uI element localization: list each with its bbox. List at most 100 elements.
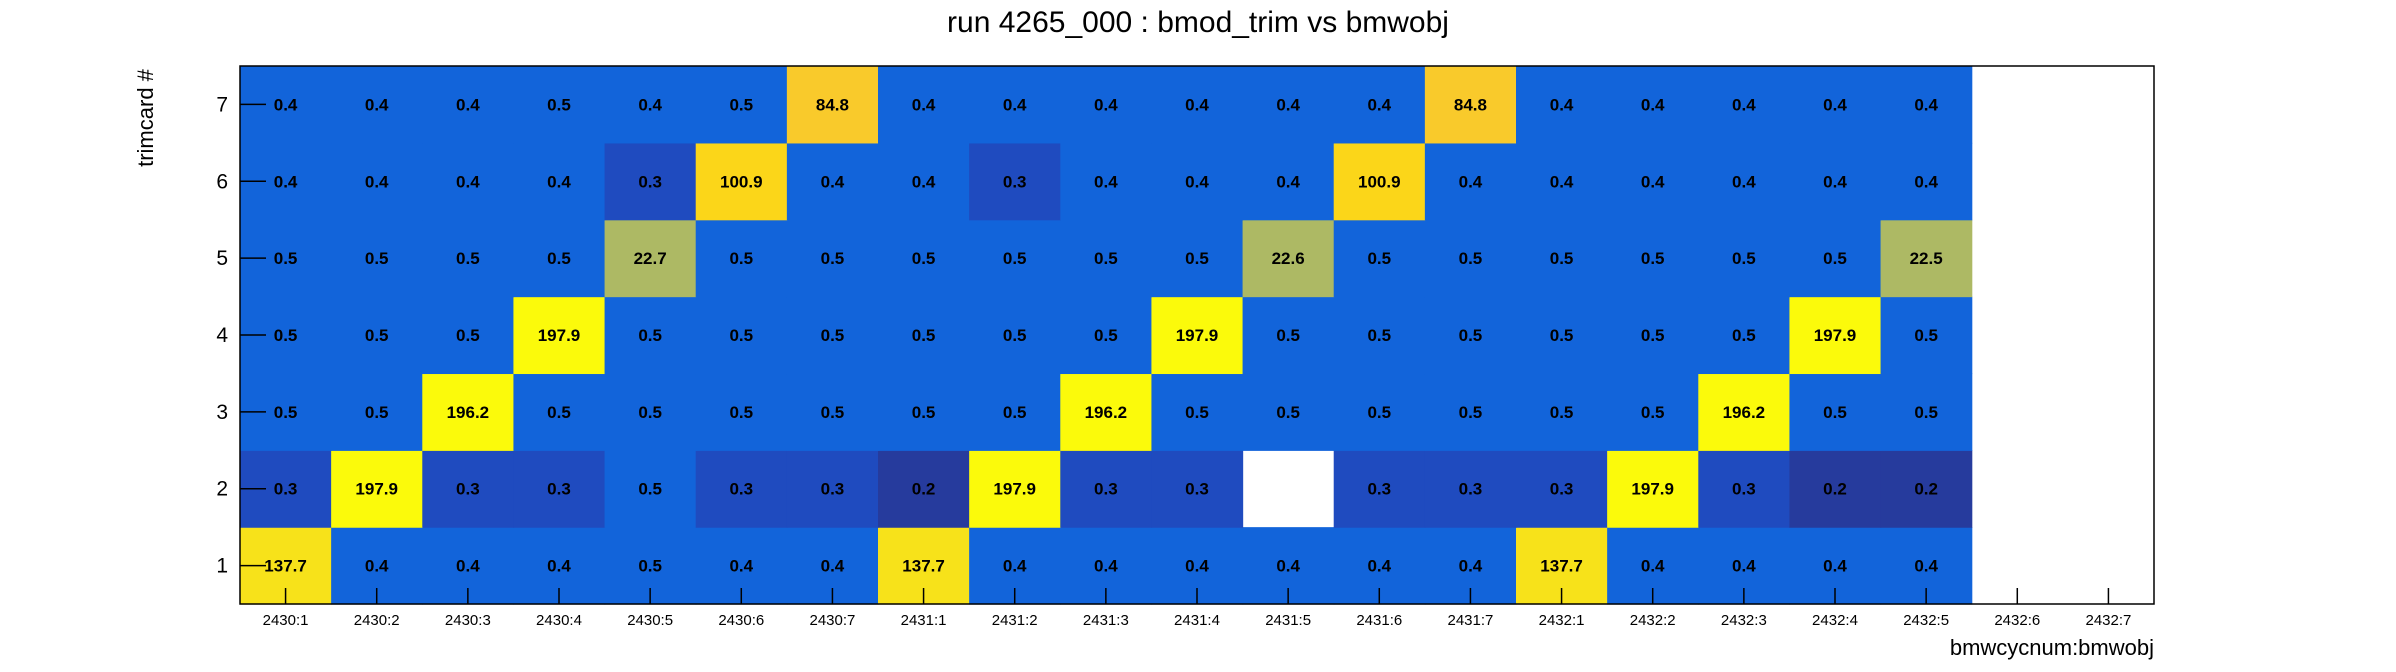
heatmap-cell	[1333, 219, 1426, 298]
cell-value-label: 0.4	[1367, 557, 1391, 576]
cell-value-label: 0.4	[1459, 557, 1483, 576]
cell-value-label: 196.2	[1085, 403, 1128, 422]
cell-value-label: 0.4	[1732, 172, 1756, 191]
heatmap-cell	[422, 373, 515, 451]
cell-value-label: 0.5	[1276, 403, 1300, 422]
cell-value-label: 0.5	[821, 403, 845, 422]
heatmap-cell	[1698, 142, 1791, 221]
cell-value-label: 0.5	[912, 403, 936, 422]
cell-value-label: 0.5	[912, 326, 936, 345]
cell-value-label: 0.5	[1641, 403, 1665, 422]
cell-value-label: 0.5	[729, 403, 753, 422]
x-tick-label: 2431:2	[992, 612, 1038, 629]
heatmap-cell	[969, 66, 1061, 144]
y-tick-label: 7	[216, 93, 228, 116]
heatmap-cell	[604, 296, 697, 375]
cell-value-label: 22.7	[634, 249, 667, 268]
cell-value-label: 0.5	[638, 480, 662, 499]
cell-value-label: 0.3	[1459, 480, 1483, 499]
heatmap-cell	[1880, 296, 1973, 375]
cell-value-label: 0.4	[1003, 557, 1027, 576]
cell-value-label: 0.4	[547, 172, 571, 191]
cell-value-label: 0.5	[1003, 249, 1027, 268]
cell-value-label: 0.4	[1732, 557, 1756, 576]
heatmap-cell	[604, 219, 697, 298]
cell-value-label: 0.5	[1550, 326, 1574, 345]
x-tick-label: 2430:6	[718, 612, 764, 629]
cell-value-label: 0.4	[912, 95, 936, 114]
cell-value-label: 0.5	[547, 95, 571, 114]
x-tick-label: 2430:7	[809, 612, 855, 629]
cell-value-label: 0.2	[1823, 480, 1847, 499]
cell-value-label: 0.4	[1094, 557, 1118, 576]
cell-value-label: 0.5	[547, 403, 571, 422]
cell-value-label: 0.5	[729, 326, 753, 345]
cell-value-label: 0.4	[729, 557, 753, 576]
cell-value-label: 0.4	[365, 95, 389, 114]
heatmap-cell	[878, 66, 970, 144]
cell-value-label: 0.4	[547, 557, 571, 576]
heatmap-cell	[331, 219, 423, 298]
cell-value-label: 0.5	[1003, 403, 1027, 422]
heatmap-cell	[1789, 66, 1882, 144]
cell-value-label: 0.3	[1550, 480, 1574, 499]
heatmap-cell	[604, 373, 697, 451]
cell-value-label: 0.4	[1094, 95, 1118, 114]
x-tick-label: 2432:4	[1812, 612, 1858, 629]
heatmap-cell	[1607, 66, 1699, 144]
heatmap-cell	[1242, 219, 1335, 298]
cell-value-label: 196.2	[1723, 403, 1766, 422]
heatmap-cell	[695, 373, 788, 451]
cell-value-label: 0.5	[1459, 249, 1483, 268]
heatmap-cell	[1151, 296, 1244, 375]
cell-value-label: 0.5	[365, 403, 389, 422]
cell-value-label: 0.4	[1914, 95, 1938, 114]
cell-value-label: 0.5	[274, 403, 298, 422]
heatmap-cell	[1424, 450, 1517, 528]
heatmap-cell	[513, 142, 606, 221]
cell-value-label: 0.5	[821, 249, 845, 268]
cell-value-label: 0.4	[1276, 557, 1300, 576]
cell-value-label: 0.5	[1641, 326, 1665, 345]
heatmap-cell	[513, 296, 606, 375]
cell-value-label: 0.5	[365, 326, 389, 345]
cell-value-label: 0.5	[1914, 403, 1938, 422]
heatmap-cell	[1607, 373, 1699, 451]
heatmap-cell	[604, 450, 697, 528]
heatmap-cell	[786, 296, 879, 375]
cell-value-label: 0.5	[1276, 326, 1300, 345]
heatmap-cell	[513, 373, 606, 451]
cell-value-label: 137.7	[902, 557, 945, 576]
heatmap-cell	[331, 142, 423, 221]
x-tick-label: 2431:4	[1174, 612, 1220, 629]
x-tick-label: 2432:7	[2085, 612, 2131, 629]
cell-value-label: 137.7	[1540, 557, 1583, 576]
heatmap-cell	[969, 450, 1061, 528]
heatmap-cell	[1516, 66, 1608, 144]
x-axis-title: bmwcycnum:bmwobj	[1950, 635, 2154, 660]
heatmap-cell	[513, 450, 606, 528]
heatmap-cell	[1880, 450, 1973, 528]
cell-value-label: 0.3	[821, 480, 845, 499]
heatmap-cell	[1424, 66, 1517, 144]
heatmap-cell	[878, 296, 970, 375]
cell-value-label: 0.4	[365, 172, 389, 191]
heatmap-cell	[1333, 142, 1426, 221]
heatmap-cell	[1333, 66, 1426, 144]
cell-value-label: 196.2	[447, 403, 490, 422]
cell-value-label: 0.4	[1641, 95, 1665, 114]
heatmap-cell	[1516, 142, 1608, 221]
cell-value-label: 0.2	[1914, 480, 1938, 499]
heatmap-cell	[786, 450, 879, 528]
cell-value-label: 0.4	[1914, 172, 1938, 191]
heatmap-cell	[1151, 142, 1244, 221]
heatmap-cell	[604, 142, 697, 221]
cell-value-label: 100.9	[720, 172, 763, 191]
cell-value-label: 0.4	[1732, 95, 1756, 114]
heatmap-cell	[1607, 142, 1699, 221]
x-tick-label: 2432:6	[1994, 612, 2040, 629]
cell-value-label: 0.3	[1185, 480, 1209, 499]
x-tick-label: 2431:5	[1265, 612, 1311, 629]
heatmap-cell	[1060, 66, 1153, 144]
